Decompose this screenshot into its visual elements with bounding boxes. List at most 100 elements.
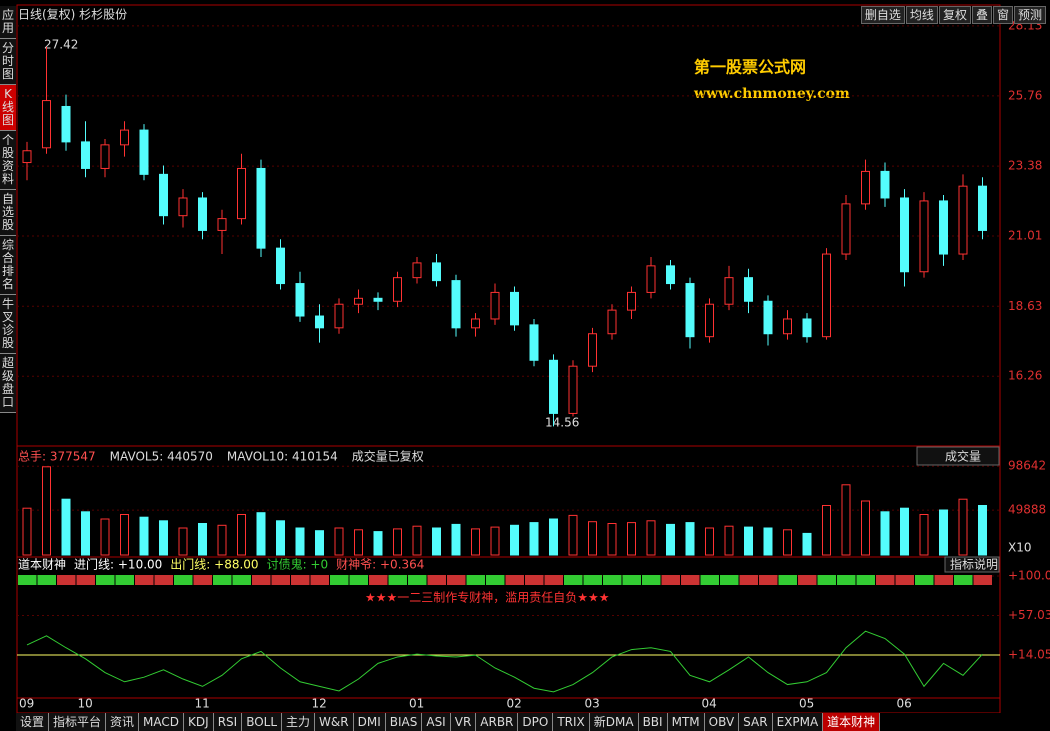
candle-body	[568, 365, 578, 414]
indicator-tab[interactable]: MACD	[139, 713, 185, 731]
signal-stripe	[856, 575, 875, 585]
signal-stripe	[681, 575, 700, 585]
signal-stripe	[544, 575, 563, 585]
sidebar-tab[interactable]: 自选股	[0, 190, 16, 236]
sidebar-tab[interactable]: 牛叉诊股	[0, 295, 16, 354]
x-tick-label: 05	[799, 697, 814, 711]
signal-stripe	[213, 575, 232, 585]
volume-bar	[373, 531, 383, 556]
signal-stripe	[564, 575, 583, 585]
candle-body	[178, 197, 188, 217]
indicator-tab[interactable]: VR	[450, 713, 477, 731]
indicator-tab[interactable]: 道本财神	[823, 713, 881, 731]
dropdown-label[interactable]: 成交量	[945, 449, 981, 464]
signal-stripe	[622, 575, 641, 585]
toolbar-button[interactable]: 预测	[1013, 6, 1046, 24]
volume-bar	[724, 525, 734, 556]
sidebar-tab[interactable]: K线图	[0, 85, 16, 131]
candle-body	[100, 144, 110, 169]
volume-bar	[451, 523, 461, 556]
indicator-tab[interactable]: 主力	[282, 713, 316, 731]
signal-stripe	[837, 575, 856, 585]
legend: MAVOL5: 440570	[110, 450, 213, 464]
signal-stripe	[232, 575, 251, 585]
toolbar-button[interactable]: 复权	[938, 6, 971, 24]
volume-bar	[412, 525, 422, 556]
signal-stripe	[798, 575, 817, 585]
indicator-tab[interactable]: EXPMA	[772, 713, 824, 731]
volume-bar	[549, 518, 558, 556]
candle-body	[763, 300, 773, 335]
sidebar-tab[interactable]: 个股资料	[0, 131, 16, 190]
indicator-tab[interactable]: ASI	[422, 713, 451, 731]
volume-bar	[276, 520, 285, 556]
signal-stripe	[642, 575, 661, 585]
signal-stripe	[174, 575, 193, 585]
toolbar-button[interactable]: 删自选	[860, 6, 905, 24]
dropdown[interactable]	[916, 446, 1000, 466]
x-tick-label: 04	[702, 697, 717, 711]
sidebar-tab[interactable]: 应用	[0, 6, 16, 39]
toolbar-button[interactable]: 均线	[905, 6, 938, 24]
frame	[16, 4, 1001, 713]
sidebar-tab[interactable]: 超级盘口	[0, 354, 16, 413]
help-label[interactable]: 指标说明	[950, 557, 998, 572]
signal-stripe	[759, 575, 778, 585]
toolbar-button[interactable]: 叠	[971, 6, 992, 24]
help-button[interactable]	[944, 556, 1000, 573]
signal-stripe	[934, 575, 953, 585]
candle-body	[159, 173, 168, 217]
indicator-tab[interactable]: BBI	[638, 713, 668, 731]
indicator-tab[interactable]: 设置	[16, 713, 50, 731]
volume-bar	[100, 518, 110, 556]
signal-stripe	[427, 575, 446, 585]
candle-body	[588, 333, 597, 367]
candle-body	[217, 218, 227, 231]
y-tick-label: 18.63	[1008, 299, 1042, 313]
indicator-tab[interactable]: 新DMA	[589, 713, 639, 731]
volume-bar	[354, 529, 363, 556]
volume-bar	[81, 511, 90, 556]
signal-stripe	[525, 575, 544, 585]
indicator-tab[interactable]: DMI	[353, 713, 386, 731]
candle-body	[198, 197, 207, 231]
volume-bar	[646, 520, 656, 556]
candle-body	[315, 315, 324, 329]
volume-bar	[705, 527, 714, 556]
volume-bar	[471, 528, 480, 556]
candle-body	[607, 309, 617, 335]
sidebar-tab[interactable]: 分时图	[0, 39, 16, 85]
y-tick-label: 98642	[1008, 459, 1046, 473]
signal-stripe	[466, 575, 485, 585]
toolbar-button[interactable]: 窗	[992, 6, 1013, 24]
x-tick-label: 11	[195, 697, 210, 711]
indicator-tab[interactable]: DPO	[518, 713, 554, 731]
indicator-tab[interactable]: ARBR	[476, 713, 519, 731]
y-tick-label: 21.01	[1008, 229, 1042, 243]
signal-stripe	[876, 575, 895, 585]
x-tick-label: 12	[312, 697, 327, 711]
signal-stripe	[954, 575, 973, 585]
indicator-tab[interactable]: W&R	[315, 713, 354, 731]
signal-stripe	[915, 575, 934, 585]
indicator-tab[interactable]: RSI	[213, 713, 243, 731]
indicator-tab[interactable]: MTM	[667, 713, 705, 731]
candle-body	[802, 318, 812, 338]
indicator-tab[interactable]: OBV	[704, 713, 740, 731]
candle-body	[861, 170, 870, 205]
signal-stripe	[193, 575, 212, 585]
indicator-tab[interactable]: BOLL	[242, 713, 283, 731]
candle-body	[81, 141, 90, 169]
high-label: 27.42	[44, 38, 78, 52]
indicator-tab[interactable]: TRIX	[553, 713, 590, 731]
signal-stripe	[388, 575, 407, 585]
sidebar-tab[interactable]: 综合排名	[0, 236, 16, 295]
indicator-tab[interactable]: 资讯	[106, 713, 140, 731]
indicator-tab[interactable]: 指标平台	[49, 713, 107, 731]
indicator-tab[interactable]: BIAS	[385, 713, 423, 731]
indicator-tab[interactable]: SAR	[739, 713, 773, 731]
indicator-tab[interactable]: KDJ	[184, 713, 214, 731]
candle-body	[919, 200, 929, 273]
y-tick-label: 25.76	[1008, 88, 1042, 102]
toolbar-buttons: 删自选 均线 复权叠窗预测	[860, 6, 1046, 24]
